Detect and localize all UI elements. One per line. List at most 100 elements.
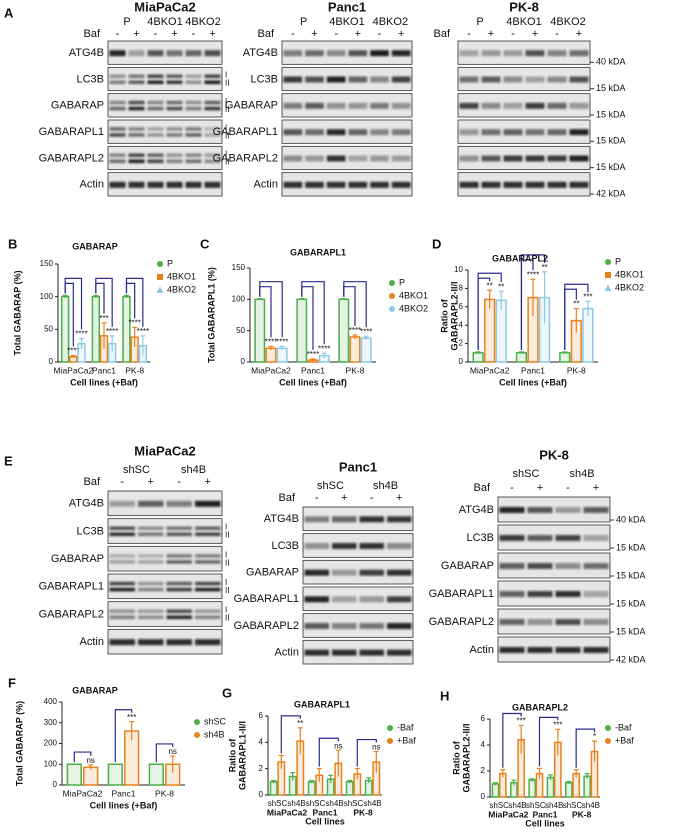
bracket xyxy=(280,715,301,754)
band xyxy=(503,129,523,136)
band xyxy=(387,569,412,576)
band xyxy=(138,532,164,536)
band xyxy=(204,74,221,78)
treatment: - xyxy=(378,28,382,40)
band xyxy=(583,535,609,541)
treatment: - xyxy=(467,28,471,40)
blot-strip xyxy=(457,145,591,171)
band xyxy=(370,50,389,57)
band xyxy=(525,129,545,136)
x-tick-label: sh4B xyxy=(582,801,600,810)
row-label: LC3B xyxy=(271,540,299,552)
bracket xyxy=(575,728,596,768)
bar xyxy=(491,783,500,798)
bracket xyxy=(73,751,92,763)
size-label: 42 kDA xyxy=(596,188,626,198)
row-label: GABARAPL2 xyxy=(234,620,299,632)
x-axis-label: Cell lines (+Baf) xyxy=(90,800,158,810)
band xyxy=(195,615,221,619)
band xyxy=(109,181,126,188)
bar xyxy=(495,299,507,363)
bracket xyxy=(125,277,144,327)
chart-title: GABARAPL1 xyxy=(294,699,350,709)
band xyxy=(305,129,324,136)
treatment: - xyxy=(370,492,374,504)
row-label: GABARAP xyxy=(51,553,104,565)
size-label: 15 kDA xyxy=(616,626,646,636)
band xyxy=(499,647,525,653)
band xyxy=(147,153,164,157)
band-form: II xyxy=(225,158,229,167)
lane-group: 4BKO2 xyxy=(373,16,408,28)
band-form: I xyxy=(225,606,227,615)
group-label: PK-8 xyxy=(572,809,592,819)
bracket xyxy=(343,281,367,328)
row-label: ATG4B xyxy=(69,498,104,510)
band xyxy=(138,587,164,592)
band xyxy=(305,76,324,83)
band xyxy=(195,587,221,592)
y-tick-label: 2 xyxy=(481,766,486,775)
y-axis-label: Ratio of xyxy=(451,740,461,774)
legend-label: 4BKO1 xyxy=(399,290,428,300)
band xyxy=(305,155,324,162)
band xyxy=(138,581,164,586)
band xyxy=(547,76,567,83)
bar xyxy=(276,347,288,363)
blot-strip xyxy=(281,145,413,171)
band xyxy=(503,181,523,188)
band xyxy=(109,74,126,78)
band xyxy=(147,74,164,78)
significance: **** xyxy=(128,318,140,327)
band xyxy=(370,129,389,136)
band xyxy=(195,560,221,564)
treatment: + xyxy=(532,28,538,40)
band xyxy=(359,623,384,629)
bar xyxy=(360,337,372,363)
row-label: GABARAPL2 xyxy=(39,608,104,620)
legend-marker xyxy=(605,725,611,731)
legend-label: 4BKO2 xyxy=(615,282,644,292)
band xyxy=(391,102,411,109)
bracket xyxy=(95,277,113,327)
band xyxy=(166,100,183,105)
band xyxy=(304,649,329,656)
y-axis-label: GABARAPL2-II/I xyxy=(449,281,459,350)
x-axis-label: Cell lines xyxy=(305,816,345,826)
y-tick-label: 6 xyxy=(481,714,486,723)
band xyxy=(332,543,357,549)
bar xyxy=(296,298,308,363)
bracket xyxy=(356,738,377,767)
row-label: ATG4B xyxy=(243,47,278,59)
treatment: - xyxy=(566,482,570,494)
band xyxy=(391,155,411,162)
blot-strip xyxy=(107,518,223,544)
bar xyxy=(148,763,164,786)
significance: *** xyxy=(99,314,108,323)
x-axis-label: Cell lines xyxy=(525,818,565,828)
bar xyxy=(269,781,278,796)
band xyxy=(459,102,479,109)
significance: ns xyxy=(86,756,94,765)
group-label: MiaPaCa2 xyxy=(267,807,307,817)
band xyxy=(304,516,329,523)
row-label: GABARAPL2 xyxy=(39,152,104,164)
x-axis-label: Cell lines (+Baf) xyxy=(279,377,347,387)
band xyxy=(147,127,164,131)
band xyxy=(326,50,346,57)
band xyxy=(555,563,581,569)
band xyxy=(147,100,164,105)
band xyxy=(391,50,411,57)
legend-marker xyxy=(604,284,612,291)
band xyxy=(348,129,368,136)
band xyxy=(109,50,126,57)
x-tick-label: PK-8 xyxy=(346,365,365,375)
y-tick-label: 8 xyxy=(459,284,464,293)
y-tick-label: 4 xyxy=(481,740,486,749)
chart-title: GABARAP xyxy=(72,685,118,695)
band xyxy=(128,127,145,131)
band xyxy=(527,591,553,597)
y-tick-label: 100 xyxy=(232,294,246,303)
treatment-label: Baf xyxy=(278,492,295,504)
band xyxy=(583,647,609,653)
